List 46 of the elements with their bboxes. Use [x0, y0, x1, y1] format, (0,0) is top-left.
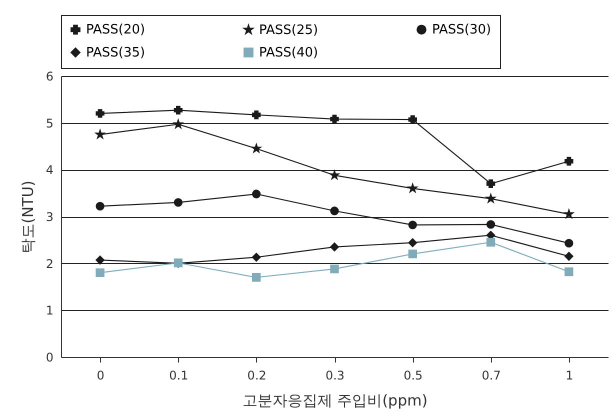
point — [486, 220, 496, 229]
point — [564, 238, 574, 248]
x-tick-label: 0.5 — [404, 368, 423, 382]
y-tick-label: 5 — [46, 116, 54, 130]
point — [330, 264, 339, 274]
x-tick-label: 0.3 — [325, 368, 345, 382]
x-axis-title: 고분자응집제 주입비(ppm) — [242, 392, 428, 410]
point — [96, 202, 104, 211]
point — [486, 238, 496, 247]
y-tick-label: 2 — [46, 256, 54, 271]
y-axis-title: 탁도(NTU) — [18, 180, 37, 254]
x-tick-label: 0.1 — [169, 368, 188, 382]
point — [174, 198, 183, 207]
legend-label: PASS(40) — [259, 46, 318, 60]
legend-label: PASS(25) — [259, 22, 318, 38]
x-tick-label: 0.7 — [482, 368, 501, 382]
point — [252, 190, 261, 198]
x-tick-label: 0 — [96, 368, 104, 382]
point — [564, 156, 574, 166]
y-tick-label: 0 — [46, 350, 54, 364]
point — [408, 250, 417, 258]
point — [408, 238, 417, 248]
point — [564, 252, 574, 261]
point — [330, 114, 339, 124]
y-tick-label: 6 — [46, 70, 54, 84]
point — [408, 220, 417, 230]
y-tick-label: 1 — [46, 304, 54, 318]
y-tick-label: 3 — [46, 210, 54, 224]
point — [564, 267, 574, 276]
y-tick-label: 4 — [46, 163, 54, 178]
x-tick-label: 1 — [566, 368, 574, 382]
point — [330, 206, 339, 216]
legend-label: PASS(35) — [86, 46, 146, 60]
point — [408, 115, 417, 124]
point — [252, 252, 261, 262]
point — [96, 109, 104, 118]
x-tick-label: 0.2 — [247, 368, 266, 382]
point — [96, 256, 104, 264]
point — [252, 110, 261, 120]
point — [486, 179, 496, 188]
point — [252, 273, 261, 282]
legend-label: PASS(30) — [432, 22, 492, 38]
legend-label: PASS(20) — [86, 22, 146, 38]
point — [174, 106, 183, 115]
point — [96, 268, 104, 278]
point — [330, 242, 339, 252]
